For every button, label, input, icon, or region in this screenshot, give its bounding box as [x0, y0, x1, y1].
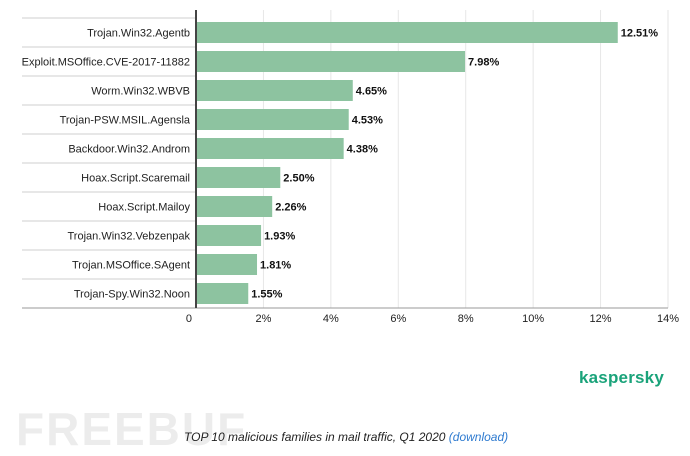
x-tick-label: 0: [186, 313, 192, 325]
x-tick-label: 10%: [522, 313, 544, 325]
category-label: Hoax.Script.Mailoy: [98, 202, 190, 214]
freebuf-watermark: FREEBUF: [16, 403, 248, 455]
category-label: Exploit.MSOffice.CVE-2017-11882: [22, 57, 190, 69]
value-label: 1.81%: [260, 260, 291, 272]
bar-chart: Trojan.Win32.Agentb 12.51% Exploit.MSOffic…: [22, 10, 680, 326]
category-label: Trojan-PSW.MSIL.Agensla: [60, 115, 191, 127]
value-label: 1.55%: [251, 289, 282, 301]
value-label: 1.93%: [264, 231, 295, 243]
bar: [197, 22, 618, 43]
category-label: Hoax.Script.Scaremail: [81, 173, 190, 185]
category-label: Trojan.MSOffice.SAgent: [72, 260, 190, 272]
category-label: Trojan.Win32.Vebzenpak: [68, 231, 191, 243]
value-label: 2.50%: [283, 173, 314, 185]
chart-caption: TOP 10 malicious families in mail traffi…: [184, 430, 508, 444]
bar: [197, 109, 349, 130]
category-label: Worm.Win32.WBVB: [91, 86, 190, 98]
bars: [197, 22, 618, 304]
category-label: Backdoor.Win32.Androm: [68, 144, 190, 156]
value-label: 4.38%: [347, 144, 378, 156]
bar: [197, 167, 281, 188]
labels: Trojan.Win32.Agentb 12.51% Exploit.MSOffic…: [22, 28, 680, 326]
x-tick-label: 8%: [458, 313, 474, 325]
x-tick-label: 2%: [255, 313, 271, 325]
caption-text: TOP 10 malicious families in mail traffi…: [184, 430, 449, 444]
x-tick-label: 12%: [590, 313, 612, 325]
bar: [197, 254, 258, 275]
x-tick-label: 4%: [323, 313, 339, 325]
grid-lines: [22, 10, 669, 309]
bar: [197, 80, 353, 101]
category-label: Trojan.Win32.Agentb: [87, 28, 190, 40]
bar: [197, 283, 249, 304]
bar: [197, 138, 344, 159]
download-link[interactable]: (download): [448, 430, 509, 444]
value-label: 7.98%: [468, 57, 499, 69]
kaspersky-logo: kaspersky: [579, 368, 664, 387]
bar: [197, 225, 262, 246]
value-label: 4.53%: [352, 115, 383, 127]
x-tick-label: 6%: [390, 313, 406, 325]
value-label: 12.51%: [621, 28, 659, 40]
x-tick-label: 14%: [657, 313, 679, 325]
bar: [197, 196, 273, 217]
value-label: 4.65%: [356, 86, 387, 98]
value-label: 2.26%: [275, 202, 306, 214]
bar: [197, 51, 466, 72]
category-label: Trojan-Spy.Win32.Noon: [74, 289, 190, 301]
